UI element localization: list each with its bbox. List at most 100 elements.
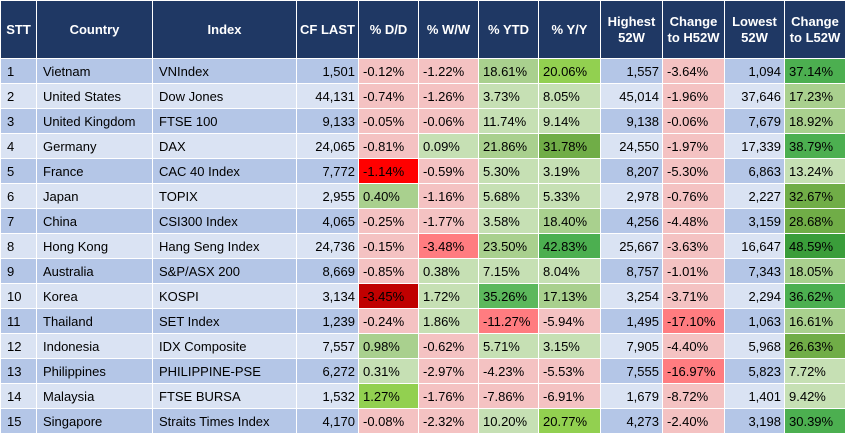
cell-yy: 8.05% [538, 83, 601, 109]
cell-dd: 1.27% [358, 383, 419, 409]
cell-ww: 0.09% [418, 133, 479, 159]
cell-index: Straits Times Index [152, 408, 297, 434]
cell-change-to-l52w: 18.05% [784, 258, 845, 284]
cell-ytd: 3.58% [478, 208, 539, 234]
cell-country: Philippines [36, 358, 153, 384]
cell-change-to-h52w: -17.10% [662, 308, 725, 334]
cell-lowest-52w: 3,198 [724, 408, 785, 434]
cell-stt: 1 [0, 58, 37, 84]
cell-cf-last: 1,239 [296, 308, 359, 334]
header-highest-52w: Highest 52W [600, 0, 663, 59]
cell-index: CAC 40 Index [152, 158, 297, 184]
cell-change-to-l52w: 28.68% [784, 208, 845, 234]
cell-highest-52w: 7,905 [600, 333, 663, 359]
cell-stt: 12 [0, 333, 37, 359]
table-row: 7 China CSI300 Index 4,065 -0.25% -1.77% 3.58%… [0, 208, 845, 234]
table-row: 14 Malaysia FTSE BURSA 1,532 1.27% -1.76% -7.8… [0, 383, 845, 409]
cell-yy: 9.14% [538, 108, 601, 134]
cell-change-to-h52w: -8.72% [662, 383, 725, 409]
cell-index: FTSE BURSA [152, 383, 297, 409]
cell-lowest-52w: 7,679 [724, 108, 785, 134]
cell-highest-52w: 45,014 [600, 83, 663, 109]
cell-dd: -0.81% [358, 133, 419, 159]
cell-country: Australia [36, 258, 153, 284]
cell-dd: -0.74% [358, 83, 419, 109]
cell-ytd: 10.20% [478, 408, 539, 434]
cell-country: Thailand [36, 308, 153, 334]
cell-stt: 9 [0, 258, 37, 284]
cell-index: KOSPI [152, 283, 297, 309]
cell-ww: -2.97% [418, 358, 479, 384]
cell-change-to-h52w: -1.97% [662, 133, 725, 159]
cell-yy: 18.40% [538, 208, 601, 234]
cell-stt: 7 [0, 208, 37, 234]
table-row: 4 Germany DAX 24,065 -0.81% 0.09% 21.86% 31.78%… [0, 133, 845, 159]
cell-ww: -2.32% [418, 408, 479, 434]
table-row: 3 United Kingdom FTSE 100 9,133 -0.05% -0.06%… [0, 108, 845, 134]
cell-stt: 15 [0, 408, 37, 434]
cell-country: United States [36, 83, 153, 109]
cell-dd: 0.40% [358, 183, 419, 209]
table-row: 12 Indonesia IDX Composite 7,557 0.98% -0.62%… [0, 333, 845, 359]
cell-change-to-l52w: 17.23% [784, 83, 845, 109]
table-row: 8 Hong Kong Hang Seng Index 24,736 -0.15% -3.… [0, 233, 845, 259]
cell-cf-last: 7,772 [296, 158, 359, 184]
cell-highest-52w: 25,667 [600, 233, 663, 259]
cell-change-to-h52w: -16.97% [662, 358, 725, 384]
cell-dd: -0.24% [358, 308, 419, 334]
cell-yy: 8.04% [538, 258, 601, 284]
cell-lowest-52w: 1,401 [724, 383, 785, 409]
cell-stt: 13 [0, 358, 37, 384]
header-index: Index [152, 0, 297, 59]
cell-country: Hong Kong [36, 233, 153, 259]
cell-change-to-h52w: -3.64% [662, 58, 725, 84]
cell-index: SET Index [152, 308, 297, 334]
cell-stt: 8 [0, 233, 37, 259]
cell-dd: 0.31% [358, 358, 419, 384]
cell-ww: -0.62% [418, 333, 479, 359]
cell-change-to-h52w: -0.76% [662, 183, 725, 209]
cell-change-to-l52w: 37.14% [784, 58, 845, 84]
cell-cf-last: 24,736 [296, 233, 359, 259]
cell-ww: 0.38% [418, 258, 479, 284]
header-lowest-52w: Lowest 52W [724, 0, 785, 59]
table-row: 2 United States Dow Jones 44,131 -0.74% -1.26… [0, 83, 845, 109]
cell-stt: 2 [0, 83, 37, 109]
cell-country: Malaysia [36, 383, 153, 409]
cell-cf-last: 7,557 [296, 333, 359, 359]
cell-index: VNIndex [152, 58, 297, 84]
cell-index: CSI300 Index [152, 208, 297, 234]
table-row: 15 Singapore Straits Times Index 4,170 -0.08… [0, 408, 845, 434]
cell-cf-last: 1,501 [296, 58, 359, 84]
cell-cf-last: 9,133 [296, 108, 359, 134]
cell-highest-52w: 3,254 [600, 283, 663, 309]
cell-ww: 1.72% [418, 283, 479, 309]
cell-yy: 20.06% [538, 58, 601, 84]
cell-ytd: -4.23% [478, 358, 539, 384]
cell-index: S&P/ASX 200 [152, 258, 297, 284]
table-row: 11 Thailand SET Index 1,239 -0.24% 1.86% -11.2… [0, 308, 845, 334]
table-row: 10 Korea KOSPI 3,134 -3.45% 1.72% 35.26% 17.13%… [0, 283, 845, 309]
cell-highest-52w: 7,555 [600, 358, 663, 384]
cell-country: France [36, 158, 153, 184]
cell-index: Hang Seng Index [152, 233, 297, 259]
cell-change-to-l52w: 9.42% [784, 383, 845, 409]
cell-highest-52w: 1,495 [600, 308, 663, 334]
cell-ytd: 5.68% [478, 183, 539, 209]
cell-stt: 3 [0, 108, 37, 134]
cell-ytd: -11.27% [478, 308, 539, 334]
cell-dd: -0.85% [358, 258, 419, 284]
cell-lowest-52w: 3,159 [724, 208, 785, 234]
cell-yy: 3.19% [538, 158, 601, 184]
cell-stt: 4 [0, 133, 37, 159]
cell-cf-last: 4,170 [296, 408, 359, 434]
cell-highest-52w: 8,757 [600, 258, 663, 284]
cell-ytd: 35.26% [478, 283, 539, 309]
cell-dd: -0.25% [358, 208, 419, 234]
cell-change-to-h52w: -4.48% [662, 208, 725, 234]
cell-cf-last: 44,131 [296, 83, 359, 109]
cell-change-to-h52w: -3.71% [662, 283, 725, 309]
cell-change-to-l52w: 30.39% [784, 408, 845, 434]
cell-stt: 10 [0, 283, 37, 309]
cell-country: Vietnam [36, 58, 153, 84]
